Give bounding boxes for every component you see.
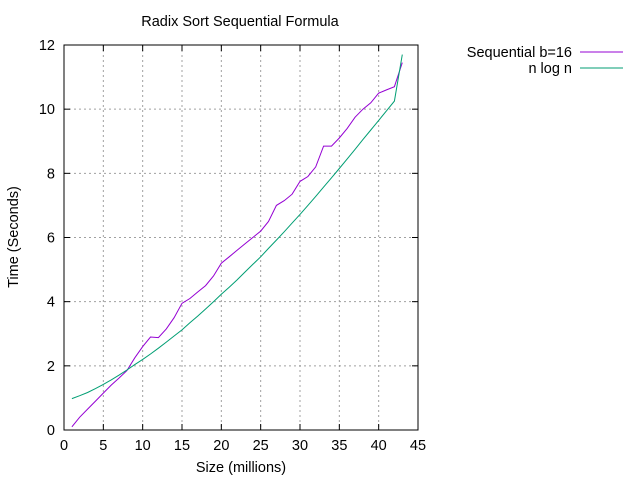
- legend-label: n log n: [528, 61, 572, 77]
- x-tick-label: 5: [99, 438, 107, 454]
- x-tick-label: 40: [371, 438, 387, 454]
- x-tick-label: 0: [60, 438, 68, 454]
- x-tick-label: 20: [213, 438, 229, 454]
- legend-label: Sequential b=16: [467, 45, 572, 61]
- y-tick-label: 0: [47, 423, 55, 439]
- grid: [64, 45, 418, 430]
- chart-title: Radix Sort Sequential Formula: [141, 14, 339, 30]
- y-tick-label: 4: [47, 295, 55, 311]
- x-tick-label: 15: [174, 438, 190, 454]
- y-tick-label: 8: [47, 166, 55, 182]
- x-tick-label: 35: [331, 438, 347, 454]
- y-axis-label: Time (Seconds): [6, 186, 22, 288]
- series-line-1: [71, 54, 403, 400]
- y-tick-label: 10: [39, 102, 55, 118]
- series-line-0: [71, 62, 403, 428]
- x-axis-label: Size (millions): [196, 460, 286, 476]
- x-tick-label: 30: [292, 438, 308, 454]
- y-tick-label: 6: [47, 231, 55, 247]
- x-tick-label: 45: [410, 438, 426, 454]
- axis-ticks: 0 5 10 15 20 25 30 35 40 45 0 2 4 6 8 10 12: [39, 38, 426, 454]
- x-tick-label: 25: [253, 438, 269, 454]
- y-tick-label: 2: [47, 359, 55, 375]
- y-tick-label: 12: [39, 38, 55, 54]
- x-tick-label: 10: [135, 438, 151, 454]
- legend: Sequential b=16n log n: [467, 45, 623, 77]
- series-lines: [71, 54, 403, 428]
